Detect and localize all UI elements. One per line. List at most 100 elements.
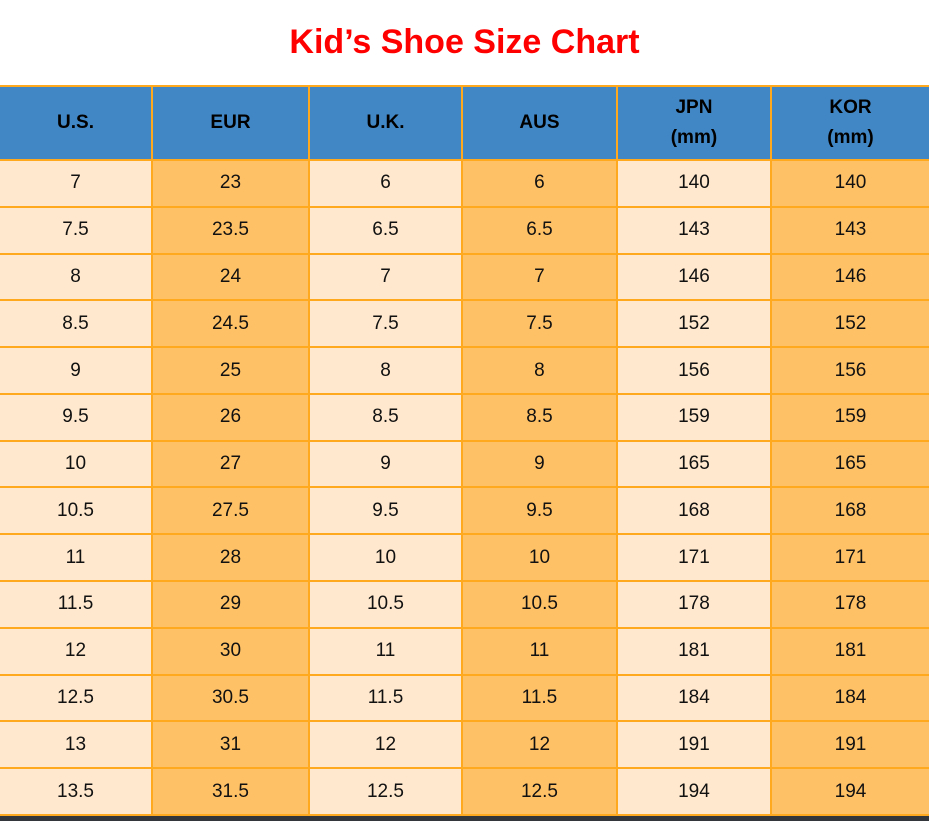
size-cell: 10.5 xyxy=(0,486,153,536)
size-cell: 9 xyxy=(307,439,463,489)
size-cell: 156 xyxy=(615,346,772,395)
table-row: 8 24 7 7 146 146 xyxy=(0,252,929,302)
size-cell: 8 xyxy=(307,346,463,395)
size-cell: 191 xyxy=(769,720,929,770)
size-cell: 140 xyxy=(615,159,772,208)
size-cell: 12.5 xyxy=(307,767,463,816)
size-cell: 152 xyxy=(769,299,929,349)
size-cell: 11.5 xyxy=(460,673,618,723)
size-cell: 194 xyxy=(769,767,929,816)
size-cell: 168 xyxy=(769,486,929,536)
size-cell: 28 xyxy=(150,533,310,583)
size-cell: 152 xyxy=(615,299,772,349)
size-cell: 31 xyxy=(150,720,310,770)
size-cell: 11.5 xyxy=(307,673,463,723)
table-row: 12 30 11 11 181 181 xyxy=(0,626,929,676)
size-cell: 9.5 xyxy=(307,486,463,536)
title-bar: Kid’s Shoe Size Chart xyxy=(0,0,929,85)
table-row: 7 23 6 6 140 140 xyxy=(0,159,929,208)
column-header-eur: EUR xyxy=(150,85,310,161)
size-cell: 165 xyxy=(769,439,929,489)
size-cell: 159 xyxy=(615,392,772,442)
size-cell: 24 xyxy=(150,252,310,302)
column-header-kor-mm: KOR (mm) xyxy=(769,85,929,161)
size-cell: 165 xyxy=(615,439,772,489)
size-cell: 12 xyxy=(307,720,463,770)
table-row: 13 31 12 12 191 191 xyxy=(0,720,929,770)
table-row: 12.5 30.5 11.5 11.5 184 184 xyxy=(0,673,929,723)
column-header-jpn-mm: JPN (mm) xyxy=(615,85,772,161)
size-cell: 10.5 xyxy=(307,580,463,629)
size-cell: 10 xyxy=(0,439,153,489)
size-cell: 178 xyxy=(615,580,772,629)
size-cell: 6 xyxy=(460,159,618,208)
size-cell: 159 xyxy=(769,392,929,442)
table-row: 11.5 29 10.5 10.5 178 178 xyxy=(0,580,929,629)
size-cell: 6 xyxy=(307,159,463,208)
table-row: 10 27 9 9 165 165 xyxy=(0,439,929,489)
size-cell: 6.5 xyxy=(307,205,463,255)
size-cell: 181 xyxy=(615,626,772,676)
size-cell: 171 xyxy=(615,533,772,583)
size-cell: 23 xyxy=(150,159,310,208)
size-cell: 7 xyxy=(307,252,463,302)
size-cell: 11 xyxy=(460,626,618,676)
size-cell: 29 xyxy=(150,580,310,629)
window-bottom-edge xyxy=(0,816,929,821)
shoe-size-table: U.S. EUR U.K. AUS JPN (mm) KOR (mm) 7 23 6 6 140 140… xyxy=(0,85,929,816)
size-cell: 7 xyxy=(460,252,618,302)
table-row: 13.5 31.5 12.5 12.5 194 194 xyxy=(0,767,929,816)
size-cell: 31.5 xyxy=(150,767,310,816)
size-cell: 146 xyxy=(769,252,929,302)
size-cell: 11 xyxy=(0,533,153,583)
size-cell: 30.5 xyxy=(150,673,310,723)
table-row: 11 28 10 10 171 171 xyxy=(0,533,929,583)
size-cell: 194 xyxy=(615,767,772,816)
size-cell: 12 xyxy=(0,626,153,676)
size-cell: 143 xyxy=(769,205,929,255)
size-cell: 23.5 xyxy=(150,205,310,255)
size-cell: 171 xyxy=(769,533,929,583)
size-cell: 7 xyxy=(0,159,153,208)
table-header-row: U.S. EUR U.K. AUS JPN (mm) KOR (mm) xyxy=(0,85,929,161)
size-cell: 11 xyxy=(307,626,463,676)
size-cell: 178 xyxy=(769,580,929,629)
size-cell: 8.5 xyxy=(460,392,618,442)
size-cell: 12 xyxy=(460,720,618,770)
size-cell: 10 xyxy=(460,533,618,583)
size-cell: 10 xyxy=(307,533,463,583)
table-row: 10.5 27.5 9.5 9.5 168 168 xyxy=(0,486,929,536)
size-cell: 24.5 xyxy=(150,299,310,349)
size-cell: 30 xyxy=(150,626,310,676)
size-cell: 8 xyxy=(0,252,153,302)
size-cell: 191 xyxy=(615,720,772,770)
size-cell: 13 xyxy=(0,720,153,770)
size-cell: 27 xyxy=(150,439,310,489)
size-cell: 11.5 xyxy=(0,580,153,629)
size-cell: 168 xyxy=(615,486,772,536)
table-row: 9.5 26 8.5 8.5 159 159 xyxy=(0,392,929,442)
size-cell: 184 xyxy=(615,673,772,723)
size-cell: 9 xyxy=(460,439,618,489)
size-cell: 9.5 xyxy=(0,392,153,442)
size-cell: 7.5 xyxy=(460,299,618,349)
size-cell: 10.5 xyxy=(460,580,618,629)
size-cell: 184 xyxy=(769,673,929,723)
size-cell: 27.5 xyxy=(150,486,310,536)
column-header-u-k: U.K. xyxy=(307,85,463,161)
size-cell: 7.5 xyxy=(0,205,153,255)
size-cell: 12.5 xyxy=(460,767,618,816)
size-cell: 25 xyxy=(150,346,310,395)
size-cell: 9.5 xyxy=(460,486,618,536)
table-row: 7.5 23.5 6.5 6.5 143 143 xyxy=(0,205,929,255)
size-cell: 8.5 xyxy=(307,392,463,442)
size-cell: 140 xyxy=(769,159,929,208)
size-cell: 12.5 xyxy=(0,673,153,723)
table-row: 9 25 8 8 156 156 xyxy=(0,346,929,395)
size-cell: 13.5 xyxy=(0,767,153,816)
size-cell: 8 xyxy=(460,346,618,395)
size-cell: 156 xyxy=(769,346,929,395)
size-cell: 9 xyxy=(0,346,153,395)
size-cell: 143 xyxy=(615,205,772,255)
